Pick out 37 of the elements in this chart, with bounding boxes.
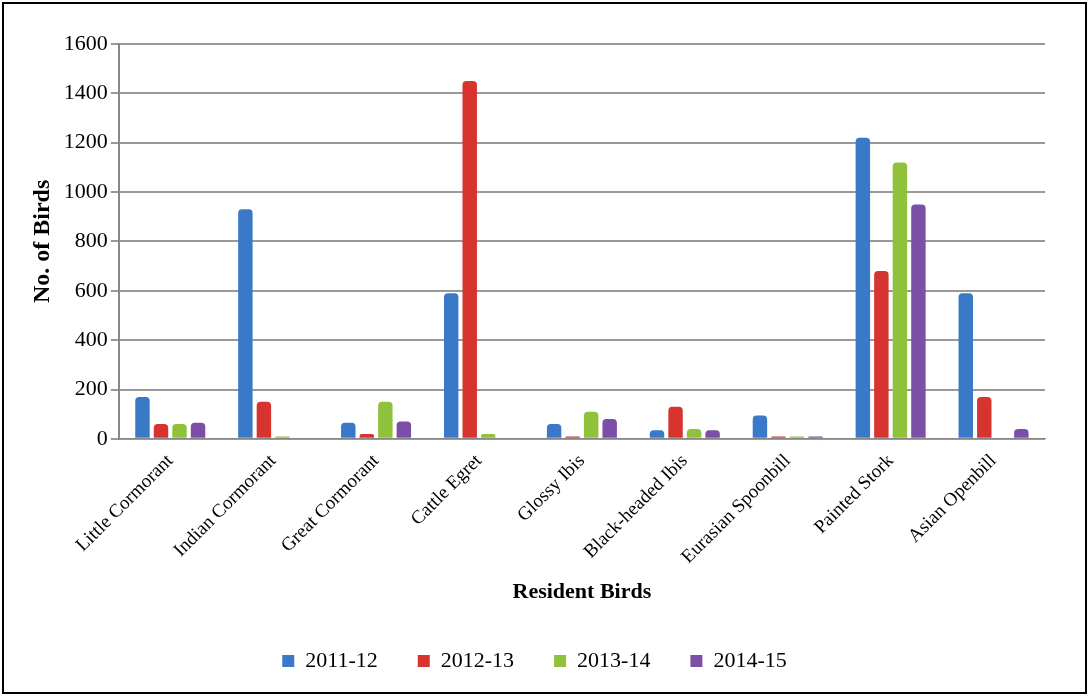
y-tick-label: 400 <box>74 325 108 351</box>
bar <box>153 424 169 438</box>
bar <box>583 411 599 438</box>
legend-label: 2012-13 <box>440 646 515 672</box>
y-axis-title: No. of Birds <box>27 179 54 304</box>
bar <box>396 421 412 438</box>
legend-label: 2014-15 <box>713 646 787 672</box>
bar <box>958 293 973 438</box>
bar <box>546 424 562 438</box>
bar <box>602 419 617 438</box>
bar <box>256 401 272 438</box>
y-tick-label: 600 <box>74 276 108 302</box>
bar <box>172 424 187 438</box>
y-tick-label: 1000 <box>63 177 108 203</box>
bar <box>977 396 992 438</box>
bar <box>752 415 768 438</box>
legend-label: 2011-12 <box>305 646 378 672</box>
y-tick-label: 1400 <box>63 79 108 105</box>
bar <box>855 137 871 438</box>
bar <box>462 81 477 438</box>
y-tick-label: 1200 <box>63 128 108 154</box>
bar <box>378 401 393 438</box>
bar <box>190 422 206 438</box>
y-tick-label: 0 <box>96 424 108 450</box>
x-axis-title: Resident Birds <box>512 578 652 604</box>
bar <box>911 204 926 438</box>
bar <box>135 396 150 438</box>
bar <box>341 422 356 438</box>
bar <box>892 162 908 438</box>
y-tick-label: 200 <box>74 375 108 401</box>
bar <box>238 209 253 438</box>
bar <box>443 293 459 438</box>
y-tick-label: 800 <box>74 227 108 253</box>
legend-label: 2013-14 <box>577 646 651 672</box>
bar <box>874 271 889 438</box>
y-tick-label: 1600 <box>63 29 108 55</box>
bar <box>668 406 683 438</box>
